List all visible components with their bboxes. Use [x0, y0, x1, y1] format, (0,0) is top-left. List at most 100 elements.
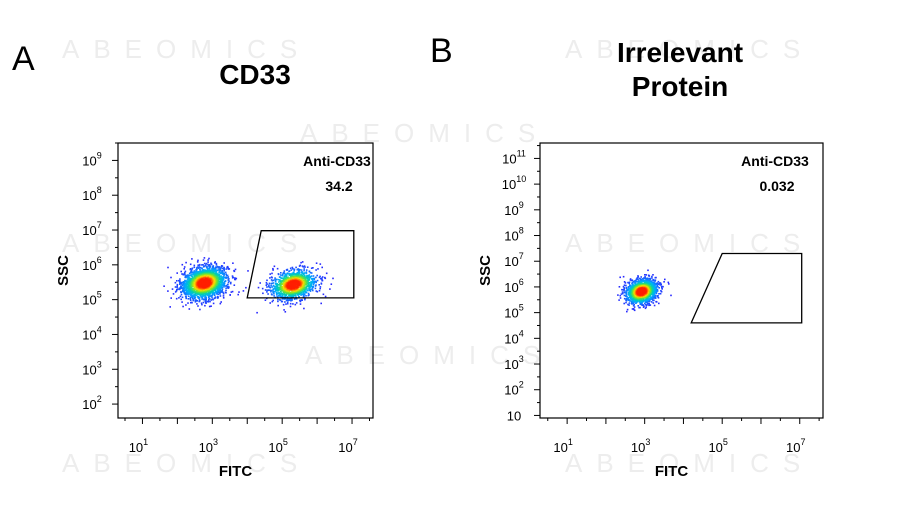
data-point [181, 281, 184, 284]
data-point [185, 304, 187, 306]
data-point [208, 265, 211, 267]
data-point [273, 265, 276, 268]
data-point [217, 293, 220, 295]
data-point [217, 296, 219, 299]
data-point [298, 272, 301, 275]
data-point [633, 306, 636, 308]
data-point [179, 286, 182, 288]
data-point [654, 295, 656, 298]
data-point [302, 290, 304, 293]
data-point [281, 298, 284, 300]
data-point [623, 294, 626, 297]
data-point [199, 271, 201, 273]
y-tick-label: 104 [504, 328, 523, 346]
data-point [188, 308, 191, 310]
data-point [193, 270, 196, 272]
data-point [303, 286, 306, 289]
data-point [304, 293, 306, 295]
data-point [194, 301, 197, 303]
data-point [321, 278, 323, 280]
data-point [300, 261, 302, 264]
data-point [208, 267, 211, 270]
data-point [314, 285, 317, 287]
data-point [652, 302, 655, 304]
data-point [189, 263, 192, 266]
data-point [208, 296, 210, 298]
data-point [292, 271, 295, 274]
data-point [235, 277, 238, 280]
data-point [619, 276, 621, 279]
data-point [221, 277, 224, 279]
data-point [197, 275, 199, 277]
data-point [315, 280, 317, 283]
data-point [271, 282, 273, 285]
data-point [214, 261, 216, 263]
data-point [178, 279, 180, 282]
data-point [223, 274, 225, 276]
data-point [630, 285, 633, 288]
data-point [653, 304, 656, 307]
data-point [217, 289, 219, 291]
data-point [320, 277, 323, 279]
data-point [181, 263, 184, 266]
watermark: ABEOMICS [305, 340, 555, 370]
data-point [308, 282, 310, 284]
y-axis-label: SSC [477, 255, 494, 286]
data-point [296, 284, 298, 286]
data-point [281, 289, 284, 292]
data-point [217, 284, 219, 286]
data-point [626, 298, 628, 300]
data-point [191, 290, 194, 293]
data-point [622, 275, 625, 278]
data-point [190, 269, 193, 272]
data-point [210, 299, 212, 301]
data-point [185, 276, 187, 279]
data-point [308, 279, 311, 281]
data-point [623, 288, 625, 290]
data-point [301, 291, 303, 294]
data-point [650, 296, 652, 299]
data-point [273, 293, 275, 295]
data-point [626, 310, 628, 313]
data-point [179, 288, 181, 291]
data-point [279, 299, 282, 301]
data-point [292, 290, 294, 293]
y-tick-label: 107 [504, 251, 523, 269]
data-point [307, 292, 310, 295]
data-point [279, 294, 282, 297]
data-point [288, 299, 290, 301]
data-point [179, 282, 182, 284]
data-point [284, 298, 287, 300]
data-point [304, 290, 307, 293]
data-point [200, 295, 202, 297]
data-point [187, 291, 189, 294]
data-point [643, 305, 645, 307]
data-point [277, 273, 280, 276]
data-point [184, 292, 186, 294]
data-point [653, 297, 655, 299]
data-point [277, 298, 279, 301]
data-point [220, 265, 223, 267]
data-point [303, 268, 305, 270]
data-point [185, 286, 188, 288]
data-point [661, 286, 663, 289]
data-point [172, 293, 175, 295]
data-point [655, 292, 658, 294]
data-point [216, 267, 218, 269]
data-point [222, 279, 224, 281]
data-point [233, 269, 235, 272]
data-point [297, 284, 299, 286]
data-point [215, 287, 217, 290]
panel-title-line: CD33 [219, 59, 291, 90]
data-point [259, 282, 261, 284]
data-point [219, 291, 222, 293]
data-point [215, 262, 218, 265]
data-point [651, 298, 654, 301]
data-point [633, 282, 636, 284]
data-point [298, 276, 300, 278]
data-point [194, 290, 197, 293]
data-point [199, 299, 201, 302]
data-point [627, 281, 629, 284]
x-axis-label: FITC [655, 463, 688, 480]
data-point [296, 275, 299, 278]
